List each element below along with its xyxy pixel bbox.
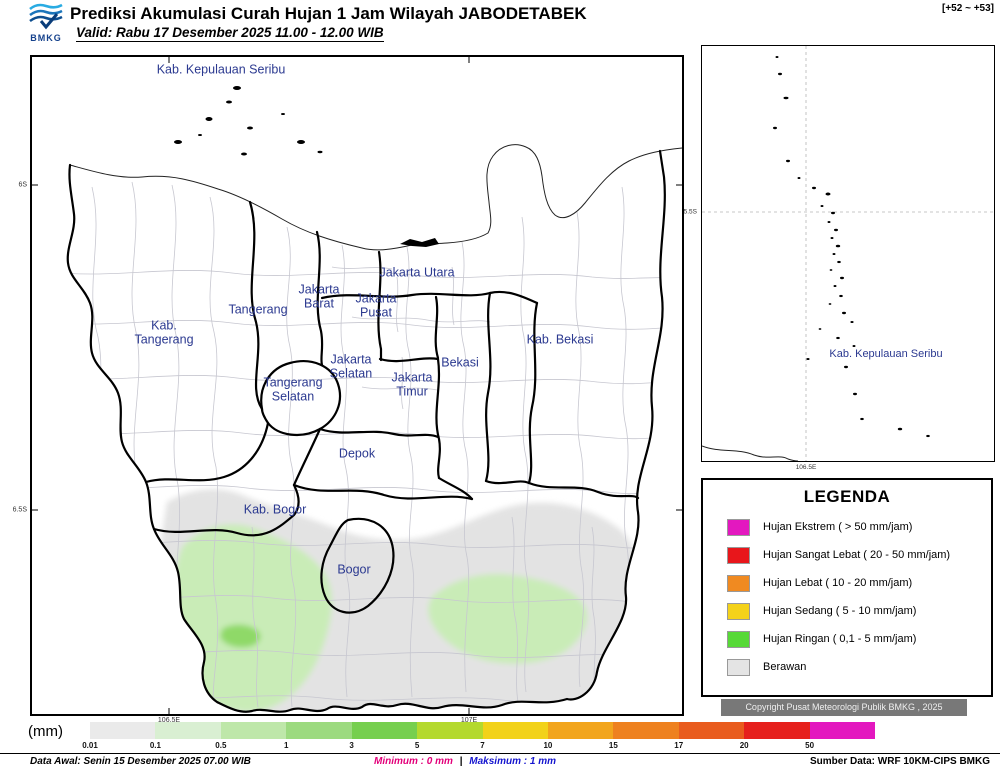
scale-segment bbox=[613, 722, 679, 739]
x-axis-tick-107e: 107E bbox=[460, 717, 478, 724]
min-max-summary: Minimum : 0 mm | Maksimum : 1 mm bbox=[374, 756, 556, 767]
scale-tick-labels: 0.01 0.1 0.5 1 3 5 7 10 15 17 20 50 bbox=[82, 741, 875, 752]
scale-tick: 3 bbox=[349, 741, 354, 750]
legend-label-ringan: Hujan Ringan ( 0,1 - 5 mm/jam) bbox=[763, 633, 917, 645]
inset-map-canvas bbox=[701, 46, 994, 462]
maksimum-value: 1 mm bbox=[529, 756, 556, 767]
legend-item-ekstrem: Hujan Ekstrem ( > 50 mm/jam) bbox=[703, 513, 991, 541]
legend-label-sedang: Hujan Sedang ( 5 - 10 mm/jam) bbox=[763, 605, 917, 617]
copyright-bar: Copyright Pusat Meteorologi Publik BMKG … bbox=[721, 699, 967, 716]
scale-tick: 0.1 bbox=[149, 741, 161, 750]
scale-segment bbox=[90, 722, 156, 739]
legend-items: Hujan Ekstrem ( > 50 mm/jam) Hujan Sanga… bbox=[703, 513, 991, 681]
legend-swatch-berawan bbox=[727, 658, 750, 676]
scale-tick: 0.01 bbox=[82, 741, 98, 750]
footer-divider bbox=[0, 753, 1000, 754]
forecast-hour-range: [+52 ~ +53] bbox=[942, 3, 994, 14]
legend-panel: LEGENDA Hujan Ekstrem ( > 50 mm/jam) Huj… bbox=[701, 478, 993, 697]
bmkg-logo-icon bbox=[29, 3, 63, 30]
minimum-value: 0 mm bbox=[426, 756, 453, 767]
port-area bbox=[400, 238, 439, 247]
scale-tick: 7 bbox=[480, 741, 485, 750]
legend-label-sangat-lebat: Hujan Sangat Lebat ( 20 - 50 mm/jam) bbox=[763, 549, 951, 561]
scale-segment bbox=[809, 722, 876, 739]
main-map-canvas bbox=[32, 57, 682, 714]
scale-unit-label: (mm) bbox=[28, 723, 63, 740]
main-map: Kab. Kepulauan Seribu Kab. Tangerang Tan… bbox=[13, 55, 684, 724]
legend-title: LEGENDA bbox=[803, 487, 891, 506]
coastline bbox=[69, 144, 682, 251]
minimum-label: Minimum : bbox=[374, 756, 424, 767]
admin-boundaries bbox=[66, 149, 666, 713]
legend-label-ekstrem: Hujan Ekstrem ( > 50 mm/jam) bbox=[763, 521, 913, 533]
scale-tick: 1 bbox=[284, 741, 289, 750]
scale-segment bbox=[744, 722, 810, 739]
scale-tick: 10 bbox=[543, 741, 553, 750]
minmax-separator: | bbox=[459, 756, 463, 767]
x-axis-tick-106-5e: 106.5E bbox=[157, 717, 181, 724]
bmkg-logo-text: BMKG bbox=[30, 33, 62, 43]
scale-tick: 5 bbox=[414, 741, 420, 750]
inset-x-axis-tick-106-5e: 106.5E bbox=[795, 464, 817, 471]
legend-item-berawan: Berawan bbox=[703, 653, 991, 681]
inset-y-axis-tick-5-5s: 5.5S bbox=[683, 208, 697, 216]
rain-shading bbox=[156, 489, 642, 712]
legend-swatch-ekstrem bbox=[727, 518, 750, 536]
valid-time: Valid: Rabu 17 Desember 2025 11.00 - 12.… bbox=[76, 25, 384, 42]
scale-tick: 15 bbox=[608, 741, 618, 750]
scale-segment bbox=[482, 722, 548, 739]
scale-segment bbox=[417, 722, 483, 739]
scale-segment bbox=[220, 722, 287, 739]
light-rain-area-west bbox=[171, 524, 332, 712]
legend-item-lebat: Hujan Lebat ( 10 - 20 mm/jam) bbox=[703, 569, 991, 597]
scale-tick: 17 bbox=[674, 741, 684, 750]
inset-gridlines bbox=[702, 46, 994, 461]
color-scale-bar bbox=[90, 722, 876, 739]
scale-segment bbox=[286, 722, 352, 739]
scale-tick: 50 bbox=[805, 741, 815, 750]
legend-item-ringan: Hujan Ringan ( 0,1 - 5 mm/jam) bbox=[703, 625, 991, 653]
inset-islands bbox=[773, 56, 930, 438]
scale-segment bbox=[547, 722, 614, 739]
y-axis-tick-6s: 6S bbox=[18, 181, 27, 189]
y-axis-tick-6-5s: 6.5S bbox=[12, 506, 27, 514]
legend-label-berawan: Berawan bbox=[763, 661, 807, 673]
bmkg-logo: BMKG bbox=[24, 2, 68, 43]
maksimum-label: Maksimum : bbox=[469, 756, 528, 767]
legend-swatch-ringan bbox=[727, 630, 750, 648]
scale-tick: 20 bbox=[739, 741, 749, 750]
scale-segment bbox=[155, 722, 221, 739]
islands bbox=[174, 86, 323, 156]
sumber-data-text: Sumber Data: WRF 10KM-CIPS BMKG bbox=[809, 756, 990, 767]
legend-item-sedang: Hujan Sedang ( 5 - 10 mm/jam) bbox=[703, 597, 991, 625]
inset-coastline bbox=[701, 445, 799, 462]
legend-swatch-lebat bbox=[727, 574, 750, 592]
scale-segment bbox=[351, 722, 418, 739]
inset-label-kab-kepulauan-seribu: Kab. Kepulauan Seribu bbox=[829, 348, 943, 360]
legend-item-sangat-lebat: Hujan Sangat Lebat ( 20 - 50 mm/jam) bbox=[703, 541, 991, 569]
inset-map-kepulauan-seribu: Kab. Kepulauan Seribu 5.5S 106.5E bbox=[684, 45, 995, 471]
frame-ticks bbox=[32, 57, 682, 714]
scale-tick: 0.5 bbox=[215, 741, 227, 750]
legend-swatch-sedang bbox=[727, 602, 750, 620]
scale-segment bbox=[678, 722, 745, 739]
page-title: Prediksi Akumulasi Curah Hujan 1 Jam Wil… bbox=[70, 4, 587, 23]
rain-core-spot bbox=[220, 624, 261, 648]
data-awal-text: Data Awal: Senin 15 Desember 2025 07.00 … bbox=[30, 756, 251, 767]
legend-swatch-sangat-lebat bbox=[727, 546, 750, 564]
legend-label-lebat: Hujan Lebat ( 10 - 20 mm/jam) bbox=[763, 577, 913, 589]
